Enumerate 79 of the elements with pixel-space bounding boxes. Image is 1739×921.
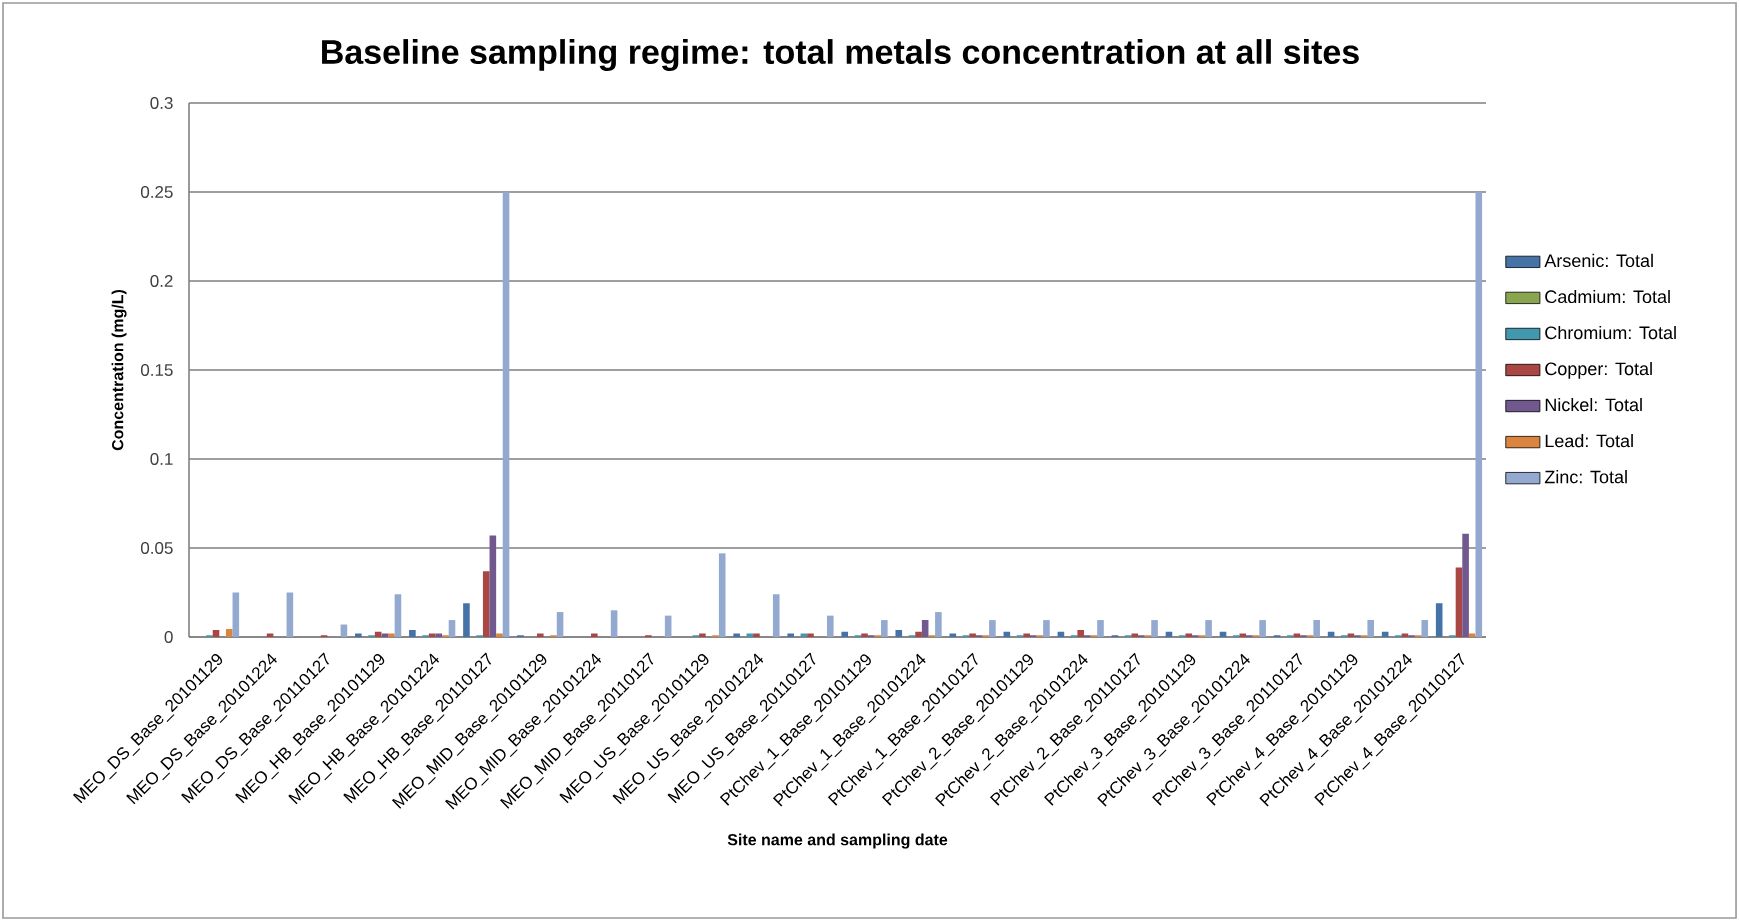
bar <box>733 633 740 637</box>
bar <box>394 594 402 637</box>
bar <box>428 633 436 637</box>
bar <box>718 553 726 637</box>
bar <box>1023 633 1030 637</box>
bar <box>482 571 490 637</box>
bar <box>746 633 754 637</box>
bar <box>1367 620 1375 637</box>
bar <box>1239 633 1247 637</box>
bar <box>1131 633 1139 637</box>
bar <box>881 620 888 637</box>
bar <box>1097 620 1104 637</box>
legend-label: Copper: Total <box>1545 361 1652 379</box>
bar <box>1475 191 1483 637</box>
bar <box>1347 633 1355 637</box>
legend-label: Zinc: Total <box>1544 470 1627 484</box>
bar <box>1313 620 1320 637</box>
bar <box>753 633 760 637</box>
bar <box>489 535 497 637</box>
bar <box>1259 620 1266 637</box>
bar <box>556 612 564 637</box>
y-tick-label: 0.15 <box>140 363 173 376</box>
legend-label: Arsenic: Total <box>1544 253 1653 268</box>
bar <box>1455 567 1463 637</box>
bar <box>286 592 294 637</box>
bar <box>591 633 598 637</box>
bar <box>610 610 618 637</box>
bar <box>949 633 957 637</box>
bar <box>699 633 706 637</box>
bar <box>266 633 274 637</box>
bar <box>496 633 503 637</box>
bar <box>381 633 389 637</box>
bar <box>1468 633 1476 637</box>
bar <box>841 631 849 637</box>
bar <box>225 628 233 637</box>
bar <box>1401 633 1409 637</box>
bar <box>935 612 942 637</box>
bar <box>1043 620 1050 637</box>
y-tick-label: 0.25 <box>140 185 173 198</box>
bar <box>921 620 929 637</box>
bar <box>1151 620 1158 637</box>
bar <box>1421 620 1429 637</box>
y-axis-title: Concentration (mg/L) <box>111 289 127 451</box>
legend-label: Lead: Total <box>1545 434 1633 448</box>
bar <box>895 629 903 637</box>
bar <box>435 633 443 637</box>
bar <box>1185 633 1193 637</box>
bar <box>989 620 996 637</box>
bar <box>969 633 976 637</box>
chart-title: Baseline sampling regime: total metals concentration at all sites <box>322 39 1359 71</box>
bar <box>1077 629 1084 637</box>
bar <box>1462 533 1469 637</box>
bar <box>388 633 395 637</box>
x-axis-title: Site name and sampling date <box>727 833 948 849</box>
legend-label: Chromium: Total <box>1545 325 1676 340</box>
bar <box>1293 633 1301 637</box>
bar <box>807 633 814 637</box>
y-tick-label: 0 <box>164 630 173 644</box>
y-tick-label: 0.2 <box>150 274 173 287</box>
bar <box>536 633 544 637</box>
bar <box>861 633 868 637</box>
bar <box>232 592 240 637</box>
y-tick-label: 0.1 <box>150 452 173 466</box>
y-tick-label: 0.3 <box>150 96 173 109</box>
bar <box>800 633 808 637</box>
bar <box>448 620 456 637</box>
y-tick-label: 0.05 <box>140 541 173 555</box>
legend-label: Nickel: Total <box>1545 398 1642 412</box>
bar <box>409 629 416 637</box>
bar <box>787 633 794 637</box>
bar <box>826 615 834 637</box>
bar <box>502 191 510 637</box>
bar <box>463 603 470 637</box>
bar <box>915 631 922 637</box>
bar <box>772 594 780 637</box>
bar <box>355 633 362 637</box>
legend-label: Cadmium: Total <box>1545 289 1670 304</box>
bar <box>1435 603 1443 637</box>
bar <box>1205 620 1212 637</box>
